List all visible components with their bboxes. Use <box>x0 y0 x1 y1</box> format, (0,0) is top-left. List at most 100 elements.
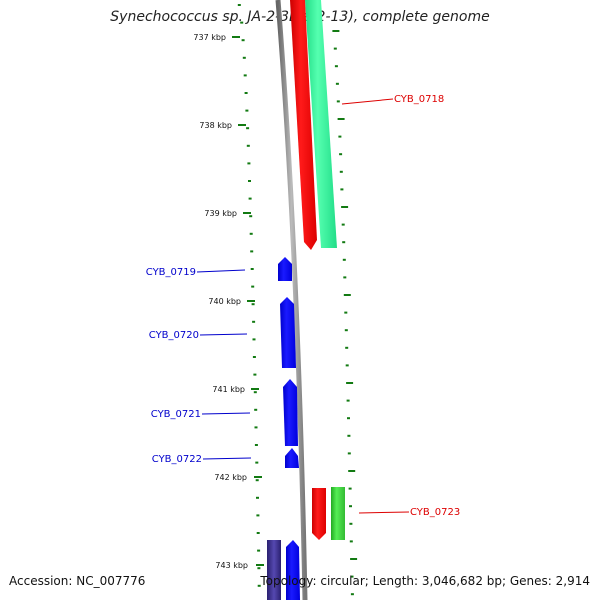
scale-dot <box>256 532 260 534</box>
scale-dot <box>341 223 345 226</box>
label-CYB_0722[interactable]: CYB_0722 <box>152 454 202 465</box>
scale-dot <box>337 118 345 120</box>
scale-dot <box>343 276 347 279</box>
leader-line <box>341 98 394 105</box>
scale-dot <box>244 92 248 94</box>
scale-dot <box>333 47 337 50</box>
gene-CYB_0720[interactable] <box>280 297 296 368</box>
scale-dot <box>253 373 257 376</box>
scale-dot <box>248 197 252 200</box>
scale-dot <box>240 21 244 24</box>
label-CYB_0721[interactable]: CYB_0721 <box>151 409 201 420</box>
scale-dot <box>349 505 352 508</box>
scale-dot <box>335 82 339 85</box>
scale-dot <box>341 206 349 208</box>
tick-label-740: 740 kbp <box>208 297 241 306</box>
scale-dot <box>347 452 351 455</box>
scale-dot <box>336 100 340 103</box>
scale-dot <box>350 558 358 560</box>
scale-ruler-left <box>237 4 261 587</box>
leader-line <box>202 457 252 460</box>
scale-dot <box>246 144 250 147</box>
scale-dot <box>347 417 350 420</box>
scale-dot <box>252 338 256 341</box>
tick-label-742: 742 kbp <box>214 473 247 482</box>
scale-dot <box>243 74 247 77</box>
gene-CYB_0721[interactable] <box>283 379 298 446</box>
kbp-ticks: 737 kbp 738 kbp 739 kbp 740 kbp 741 kbp … <box>193 33 264 570</box>
scale-dot <box>346 382 354 384</box>
gene-CYB_0722[interactable] <box>285 448 299 468</box>
scale-ruler-right <box>332 30 358 596</box>
scale-dot <box>347 434 351 437</box>
tick-label-737: 737 kbp <box>193 33 226 42</box>
scale-dot <box>332 30 340 32</box>
scale-dot <box>251 303 255 306</box>
scale-dot <box>250 268 254 270</box>
scale-dot <box>256 514 260 517</box>
leader-line <box>358 511 410 514</box>
scale-dot <box>349 540 353 543</box>
scale-dot <box>256 496 259 499</box>
scale-dot <box>338 135 342 138</box>
scale-dot <box>245 109 249 112</box>
scale-dot <box>254 444 258 446</box>
topology-text: Topology: circular; Length: 3,046,682 bp… <box>260 574 590 588</box>
rna-feature-CYB_0723[interactable] <box>331 487 345 540</box>
leader-line <box>201 412 251 415</box>
scale-dot <box>251 285 255 288</box>
genome-backbone <box>275 0 308 600</box>
scale-dot <box>348 470 356 472</box>
scale-dot <box>342 258 346 261</box>
scale-dot <box>350 593 354 596</box>
scale-dot <box>340 188 344 191</box>
tick-label-739: 739 kbp <box>204 209 237 218</box>
scale-dot <box>343 294 351 296</box>
rna-feature-top[interactable] <box>305 0 337 248</box>
gene-reverse-bottom[interactable] <box>286 540 300 600</box>
scale-dot <box>241 39 245 42</box>
scale-dot <box>334 65 338 68</box>
scale-dot <box>339 153 343 156</box>
scale-dot <box>346 399 350 402</box>
scale-dot <box>257 549 261 552</box>
scale-dot <box>252 356 256 358</box>
scale-dot <box>350 575 354 578</box>
label-CYB_0719[interactable]: CYB_0719 <box>146 267 196 278</box>
leader-line <box>196 269 246 273</box>
scale-dot <box>250 250 254 253</box>
leader-line <box>199 333 248 336</box>
gene-CYB_0719[interactable] <box>278 257 292 281</box>
scale-dot <box>249 215 253 218</box>
gene-labels: CYB_0718 CYB_0719 CYB_0720 CYB_0721 CYB_… <box>146 94 460 518</box>
gene-CYB_0718[interactable] <box>290 0 317 250</box>
label-CYB_0718[interactable]: CYB_0718 <box>394 94 444 105</box>
scale-dot <box>344 329 348 332</box>
dark-feature-bottom[interactable] <box>267 540 281 600</box>
scale-dot <box>345 364 349 367</box>
accession-text: Accession: NC_007776 <box>9 574 146 588</box>
scale-dot <box>255 479 259 482</box>
scale-dot <box>253 391 257 394</box>
scale-dot <box>348 487 352 490</box>
scale-dot <box>237 4 241 6</box>
scale-dot <box>344 311 348 314</box>
scale-dot <box>249 232 253 235</box>
scale-dot <box>254 408 258 411</box>
scale-dot <box>257 584 261 587</box>
scale-dot <box>246 127 250 130</box>
label-CYB_0723[interactable]: CYB_0723 <box>410 507 460 518</box>
scale-dot <box>242 56 246 59</box>
scale-dot <box>255 461 259 464</box>
scale-dot <box>349 522 353 525</box>
tick-label-738: 738 kbp <box>199 121 232 130</box>
scale-dot <box>254 426 258 429</box>
scale-dot <box>345 346 349 349</box>
scale-dot <box>342 241 346 244</box>
gene-CYB_0723[interactable] <box>312 488 326 540</box>
tick-label-743: 743 kbp <box>215 561 248 570</box>
label-CYB_0720[interactable]: CYB_0720 <box>149 330 199 341</box>
tick-label-741: 741 kbp <box>212 385 245 394</box>
scale-dot <box>252 320 256 323</box>
